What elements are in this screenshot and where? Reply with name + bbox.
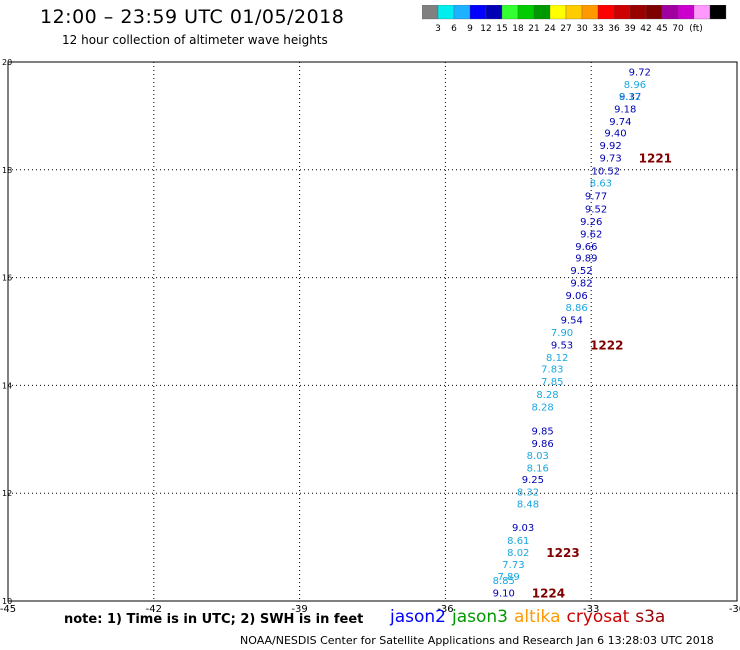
scale-label: 42 — [640, 24, 651, 34]
satellite-label-jason3: jason3 — [452, 607, 508, 627]
wave-height-point-jason2: 10.52 — [591, 166, 620, 177]
wave-height-point-jason2: 9.10 — [493, 588, 515, 599]
wave-height-point-jason2: 9.52 — [570, 266, 592, 277]
wave-height-point-jason3: 7.90 — [551, 328, 573, 339]
scale-label: 27 — [560, 24, 571, 34]
time-annotation: 1223 — [546, 546, 579, 560]
wave-height-point-jason3: 7.73 — [502, 560, 524, 571]
wave-height-point-jason2: 9.73 — [600, 153, 622, 164]
wave-height-point-jason3: 8.85 — [493, 576, 515, 587]
wave-height-point-jason2: 9.25 — [522, 475, 544, 486]
wave-height-point-jason2: 9.03 — [512, 523, 534, 534]
wave-height-point-jason3: 8.32 — [517, 488, 539, 499]
wave-height-point-jason3: 8.63 — [590, 179, 612, 190]
scale-label: 15 — [496, 24, 507, 34]
scale-swatch — [709, 5, 727, 20]
x-tick-label: -33 — [583, 604, 599, 615]
wave-height-point-jason2: 9.74 — [609, 117, 631, 128]
wave-height-point-jason2: 9.37 — [619, 92, 641, 103]
y-tick-label: 12 — [2, 489, 12, 498]
wave-height-point-jason3: 8.86 — [565, 303, 587, 314]
wave-height-point-jason2: 9.06 — [565, 291, 587, 302]
time-annotation: 1221 — [639, 151, 672, 165]
scale-label: 24 — [544, 24, 556, 34]
x-tick-label: -36 — [437, 604, 453, 615]
wave-height-point-jason2: 9.86 — [531, 439, 553, 450]
footer-credit: NOAA/NESDIS Center for Satellite Applica… — [240, 634, 714, 647]
wave-height-point-jason2: 9.52 — [585, 205, 607, 216]
satellite-label-altika: altika — [514, 607, 561, 627]
wave-height-point-jason2: 9.54 — [561, 316, 583, 327]
x-tick-label: -45 — [0, 604, 16, 615]
wave-height-point-jason2: 9.40 — [604, 129, 626, 140]
scale-label: 21 — [528, 24, 539, 34]
wave-height-point-jason3: 7.85 — [541, 377, 563, 388]
wave-height-point-jason3: 8.28 — [536, 390, 558, 401]
scale-label: 45 — [656, 24, 667, 34]
satellite-label-jason2: jason2 — [390, 607, 446, 627]
wave-height-point-jason3: 8.96 — [624, 80, 646, 91]
wave-height-point-jason3: 8.12 — [619, 92, 641, 103]
chart-subtitle: 12 hour collection of altimeter wave hei… — [62, 33, 328, 47]
x-tick-label: -39 — [291, 604, 307, 615]
scale-label: 30 — [576, 24, 588, 34]
wave-height-plot: -45-42-39-36-33-301012141618209.729.379.… — [0, 58, 740, 615]
wave-height-point-jason2: 9.53 — [551, 340, 573, 351]
scale-unit: (ft) — [689, 24, 703, 34]
scale-label: 12 — [480, 24, 491, 34]
y-tick-label: 18 — [2, 166, 12, 175]
time-annotation: 1224 — [532, 586, 565, 600]
scale-label: 18 — [512, 24, 524, 34]
y-tick-label: 20 — [2, 58, 12, 67]
wave-height-point-jason2: 9.85 — [531, 427, 553, 438]
wave-height-point-jason2: 9.92 — [600, 141, 622, 152]
satellite-legend: jason2 jason3 altika cryosat s3a — [390, 607, 671, 627]
y-tick-label: 16 — [2, 274, 12, 283]
scale-label: 36 — [608, 24, 620, 34]
wave-height-point-jason2: 9.82 — [570, 278, 592, 289]
wave-height-point-jason2: 9.72 — [629, 68, 651, 79]
satellite-label-cryosat: cryosat — [566, 607, 630, 627]
wave-height-point-jason3: 7.89 — [497, 572, 519, 583]
scale-label: 9 — [467, 24, 473, 34]
scale-label: 39 — [624, 24, 636, 34]
wave-height-point-jason2: 9.18 — [614, 104, 636, 115]
scale-label: 3 — [435, 24, 441, 34]
x-tick-label: -42 — [146, 604, 162, 615]
scale-label: 70 — [672, 24, 684, 34]
wave-height-point-jason3: 8.48 — [517, 499, 539, 510]
wave-height-point-jason2: 9.89 — [575, 254, 597, 265]
scale-label: 6 — [451, 24, 457, 34]
y-tick-label: 14 — [2, 381, 12, 390]
notes-text: note: 1) Time is in UTC; 2) SWH is in fe… — [64, 612, 364, 627]
wave-height-point-jason2: 9.62 — [580, 229, 602, 240]
wave-height-point-jason2: 9.77 — [585, 192, 607, 203]
scale-label: 33 — [592, 24, 603, 34]
wave-height-point-jason3: 8.61 — [507, 536, 529, 547]
wave-height-point-jason3: 8.16 — [527, 463, 549, 474]
y-tick-label: 10 — [2, 597, 12, 606]
time-annotation: 1222 — [590, 338, 623, 352]
chart-title: 12:00 – 23:59 UTC 01/05/2018 — [40, 6, 345, 28]
wave-height-point-jason2: 9.66 — [575, 242, 597, 253]
wave-height-point-jason3: 8.03 — [527, 451, 549, 462]
wave-height-point-jason3: 8.12 — [546, 353, 568, 364]
x-tick-label: -30 — [729, 604, 740, 615]
satellite-label-s3a: s3a — [635, 607, 666, 627]
plot-frame — [7, 61, 738, 602]
wave-height-point-jason3: 7.83 — [541, 365, 563, 376]
wave-height-point-jason3: 8.28 — [531, 402, 553, 413]
color-scale-legend: 3 6 9 12 15 18 21 24 27 30 33 36 39 42 45 70 (ft) — [422, 5, 727, 34]
wave-height-point-jason3: 8.02 — [507, 548, 529, 559]
wave-height-point-jason2: 9.26 — [580, 217, 602, 228]
